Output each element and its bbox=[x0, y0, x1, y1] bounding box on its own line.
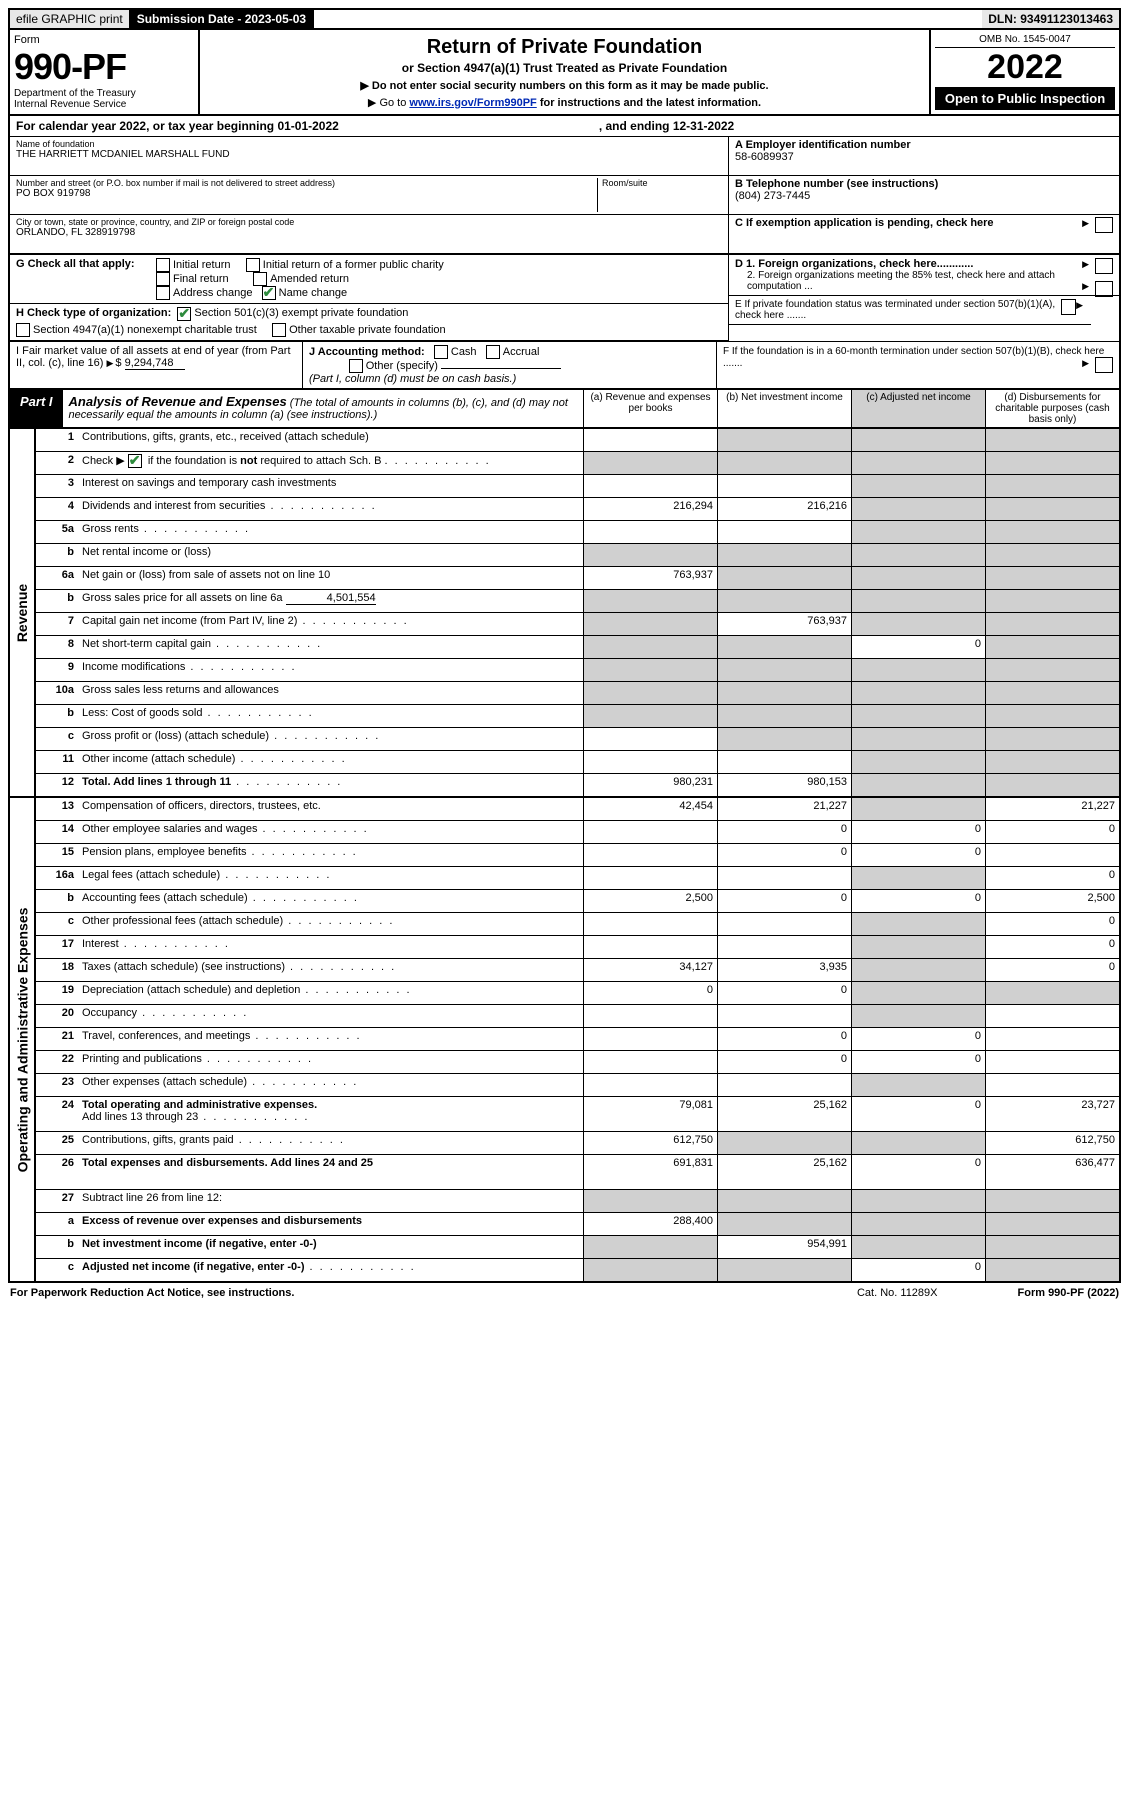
col-b-head: (b) Net investment income bbox=[717, 390, 851, 427]
room-label: Room/suite bbox=[602, 178, 722, 188]
efile-label[interactable]: efile GRAPHIC print bbox=[10, 10, 131, 28]
form-subtitle: or Section 4947(a)(1) Trust Treated as P… bbox=[204, 61, 925, 75]
part-title: Analysis of Revenue and Expenses bbox=[69, 394, 287, 409]
part-label: Part I bbox=[10, 390, 63, 427]
revenue-table: Revenue 1Contributions, gifts, grants, e… bbox=[8, 429, 1121, 798]
cat-no: Cat. No. 11289X bbox=[857, 1287, 938, 1299]
open-inspection: Open to Public Inspection bbox=[935, 87, 1115, 110]
expenses-table: Operating and Administrative Expenses 13… bbox=[8, 798, 1121, 1283]
ein-value: 58-6089937 bbox=[735, 151, 1113, 163]
col-c-head: (c) Adjusted net income bbox=[851, 390, 985, 427]
dept: Department of the Treasury bbox=[14, 88, 194, 99]
foundation-name: THE HARRIETT MCDANIEL MARSHALL FUND bbox=[16, 149, 722, 160]
h-row: H Check type of organization: Section 50… bbox=[10, 304, 728, 341]
arrow-icon bbox=[1082, 357, 1091, 369]
c-checkbox[interactable] bbox=[1095, 217, 1113, 233]
calendar-year-bar: For calendar year 2022, or tax year begi… bbox=[8, 116, 1121, 137]
omb-number: OMB No. 1545-0047 bbox=[935, 34, 1115, 48]
f-checkbox[interactable] bbox=[1095, 357, 1113, 373]
dln: DLN: 93491123013463 bbox=[982, 10, 1119, 28]
form-title: Return of Private Foundation bbox=[204, 36, 925, 59]
paperwork-notice: For Paperwork Reduction Act Notice, see … bbox=[10, 1287, 294, 1299]
other-method-checkbox[interactable] bbox=[349, 359, 363, 373]
form-ref: Form 990-PF (2022) bbox=[1018, 1287, 1120, 1299]
phone-value: (804) 273-7445 bbox=[735, 190, 1113, 202]
part1-header: Part I Analysis of Revenue and Expenses … bbox=[8, 390, 1121, 429]
address-change-checkbox[interactable] bbox=[156, 286, 170, 300]
note-2: ▶ Go to www.irs.gov/Form990PF for instru… bbox=[204, 96, 925, 109]
d-row: D 1. Foreign organizations, check here..… bbox=[729, 255, 1119, 296]
form-word: Form bbox=[14, 34, 194, 46]
d1-checkbox[interactable] bbox=[1095, 258, 1113, 274]
cash-checkbox[interactable] bbox=[434, 345, 448, 359]
name-change-checkbox[interactable] bbox=[262, 286, 276, 300]
name-label: Name of foundation bbox=[16, 139, 722, 149]
ein-label: A Employer identification number bbox=[735, 139, 1113, 151]
fmv-value: 9,294,748 bbox=[125, 357, 185, 370]
revenue-sidelabel: Revenue bbox=[10, 429, 36, 796]
d2-checkbox[interactable] bbox=[1095, 281, 1113, 297]
form-number: 990-PF bbox=[14, 46, 194, 88]
top-bar: efile GRAPHIC print Submission Date - 20… bbox=[8, 8, 1121, 30]
expenses-sidelabel: Operating and Administrative Expenses bbox=[10, 798, 36, 1281]
c-label: C If exemption application is pending, c… bbox=[735, 217, 994, 229]
irs-link[interactable]: www.irs.gov/Form990PF bbox=[409, 97, 536, 109]
arrow-icon bbox=[1082, 258, 1091, 270]
initial-former-checkbox[interactable] bbox=[246, 258, 260, 272]
initial-return-checkbox[interactable] bbox=[156, 258, 170, 272]
501c3-checkbox[interactable] bbox=[177, 307, 191, 321]
schb-checkbox[interactable] bbox=[128, 454, 142, 468]
tax-year: 2022 bbox=[935, 48, 1115, 87]
page-footer: For Paperwork Reduction Act Notice, see … bbox=[8, 1283, 1121, 1303]
city-label: City or town, state or province, country… bbox=[16, 217, 722, 227]
arrow-icon bbox=[106, 357, 115, 369]
check-section: G Check all that apply: Initial return I… bbox=[8, 255, 1121, 341]
form-header: Form 990-PF Department of the Treasury I… bbox=[8, 30, 1121, 116]
4947-checkbox[interactable] bbox=[16, 323, 30, 337]
note-1: ▶ Do not enter social security numbers o… bbox=[204, 79, 925, 92]
ij-block: I Fair market value of all assets at end… bbox=[8, 341, 1121, 390]
submission-date: Submission Date - 2023-05-03 bbox=[131, 10, 314, 28]
accrual-checkbox[interactable] bbox=[486, 345, 500, 359]
filer-info: Name of foundation THE HARRIETT MCDANIEL… bbox=[8, 137, 1121, 255]
e-row: E If private foundation status was termi… bbox=[729, 296, 1091, 325]
e-checkbox[interactable] bbox=[1061, 299, 1076, 315]
6b-value: 4,501,554 bbox=[286, 592, 376, 605]
arrow-icon bbox=[1082, 217, 1091, 229]
irs: Internal Revenue Service bbox=[14, 99, 194, 110]
phone-label: B Telephone number (see instructions) bbox=[735, 178, 1113, 190]
col-d-head: (d) Disbursements for charitable purpose… bbox=[985, 390, 1119, 427]
final-return-checkbox[interactable] bbox=[156, 272, 170, 286]
arrow-icon bbox=[1082, 281, 1091, 292]
arrow-icon bbox=[1076, 299, 1085, 311]
col-a-head: (a) Revenue and expenses per books bbox=[583, 390, 717, 427]
g-row: G Check all that apply: Initial return I… bbox=[10, 255, 728, 304]
city-state-zip: ORLANDO, FL 328919798 bbox=[16, 227, 722, 238]
addr-label: Number and street (or P.O. box number if… bbox=[16, 178, 597, 188]
other-taxable-checkbox[interactable] bbox=[272, 323, 286, 337]
address: PO BOX 919798 bbox=[16, 188, 597, 199]
